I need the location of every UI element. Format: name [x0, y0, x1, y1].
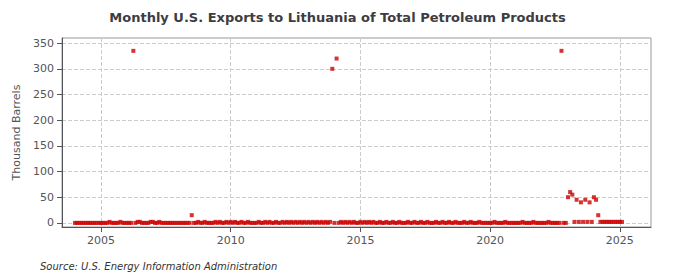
svg-text:0: 0	[47, 216, 54, 229]
svg-text:200: 200	[33, 114, 54, 127]
svg-text:300: 300	[33, 62, 54, 75]
svg-text:100: 100	[33, 165, 54, 178]
svg-text:2025: 2025	[606, 234, 634, 247]
svg-text:50: 50	[40, 191, 54, 204]
svg-text:2020: 2020	[476, 234, 504, 247]
svg-text:2005: 2005	[87, 234, 115, 247]
svg-text:250: 250	[33, 88, 54, 101]
svg-text:150: 150	[33, 139, 54, 152]
svg-text:2010: 2010	[217, 234, 245, 247]
svg-text:Source: U.S. Energy Informatio: Source: U.S. Energy Information Administ…	[40, 261, 277, 272]
svg-text:350: 350	[33, 37, 54, 50]
svg-text:Monthly U.S. Exports to Lithua: Monthly U.S. Exports to Lithuania of Tot…	[109, 10, 566, 25]
svg-text:Thousand Barrels: Thousand Barrels	[10, 84, 23, 181]
svg-text:2015: 2015	[346, 234, 374, 247]
